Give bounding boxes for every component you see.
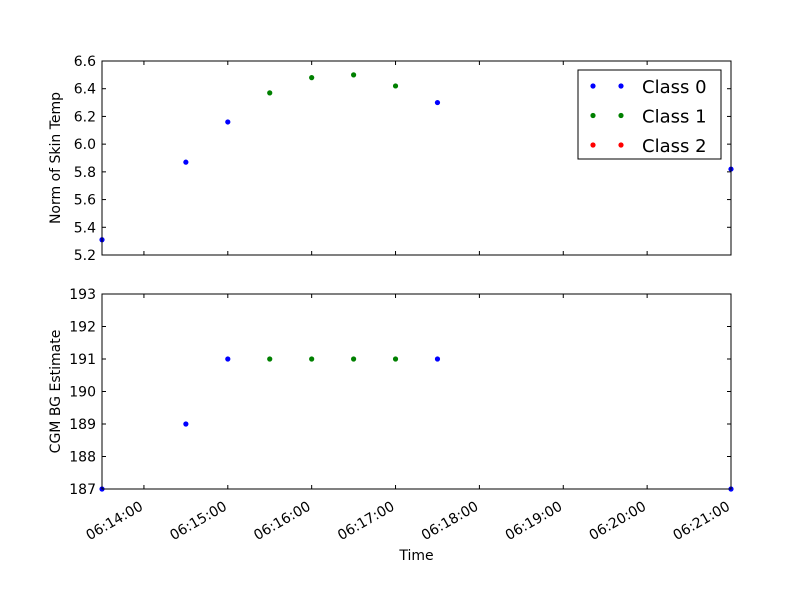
legend-marker: [618, 83, 624, 89]
y-tick-label-bottom: 192: [69, 320, 96, 336]
x-tick-label: 06:15:00: [167, 499, 229, 544]
legend-marker: [618, 142, 624, 148]
y-axis-title-bottom: CGM BG Estimate: [48, 330, 64, 454]
y-tick-label-top: 6.4: [74, 82, 96, 98]
legend-label: Class 1: [642, 107, 707, 128]
legend-label: Class 0: [642, 77, 707, 98]
y-tick-label-bottom: 188: [69, 450, 96, 466]
y-axis-title-top: Norm of Skin Temp: [48, 92, 64, 224]
legend-label: Class 2: [642, 136, 707, 157]
data-points-layer: [99, 72, 734, 492]
plot-frame-top: [101, 60, 732, 256]
data-point-top-class-0: [225, 119, 231, 125]
y-tick-label-top: 5.4: [74, 220, 96, 236]
data-point-top-class-1: [392, 83, 399, 89]
data-point-bottom-class-1: [309, 356, 315, 362]
y-tick-label-top: 6.6: [74, 54, 96, 70]
x-tick-label: 06:18:00: [419, 499, 481, 544]
data-point-top-class-1: [309, 75, 315, 81]
x-tick-label: 06:16:00: [251, 499, 313, 544]
y-tick-label-top: 5.2: [74, 248, 96, 264]
x-axis-title: Time: [398, 548, 433, 564]
y-tick-label-bottom: 193: [69, 287, 96, 303]
y-tick-label-bottom: 191: [69, 352, 96, 368]
legend: Class 0 Class 1 Class 2: [577, 69, 722, 160]
data-point-bottom-class-0: [183, 421, 189, 427]
data-point-top-class-0: [183, 159, 189, 165]
y-tick-label-top: 6.2: [74, 109, 96, 125]
x-tick-label: 06:21:00: [671, 499, 733, 544]
data-point-bottom-class-1: [392, 356, 399, 362]
data-point-top-class-1: [267, 90, 273, 96]
x-tick-label: 06:19:00: [503, 499, 565, 544]
legend-box: [577, 69, 722, 160]
data-point-bottom-class-0: [434, 356, 441, 362]
plot-frame-bottom: [101, 293, 732, 490]
legend-marker: [590, 142, 596, 148]
y-tick-label-bottom: 190: [69, 385, 96, 401]
data-point-bottom-class-0: [225, 356, 231, 362]
data-point-bottom-class-1: [267, 356, 273, 362]
y-tick-label-top: 5.8: [74, 165, 96, 181]
x-tick-label: 06:17:00: [335, 499, 397, 544]
y-tick-label-bottom: 189: [69, 417, 96, 433]
legend-marker: [590, 83, 596, 89]
y-tick-label-bottom: 187: [69, 482, 96, 498]
data-point-top-class-1: [351, 72, 357, 78]
data-point-bottom-class-1: [351, 356, 357, 362]
x-tick-label: 06:20:00: [587, 499, 649, 544]
y-tick-label-top: 5.6: [74, 193, 96, 209]
y-tick-label-top: 6.0: [74, 137, 96, 153]
legend-marker: [618, 112, 624, 119]
legend-marker: [590, 112, 596, 119]
x-tick-label: 06:14:00: [83, 499, 145, 544]
data-point-top-class-0: [434, 99, 441, 106]
